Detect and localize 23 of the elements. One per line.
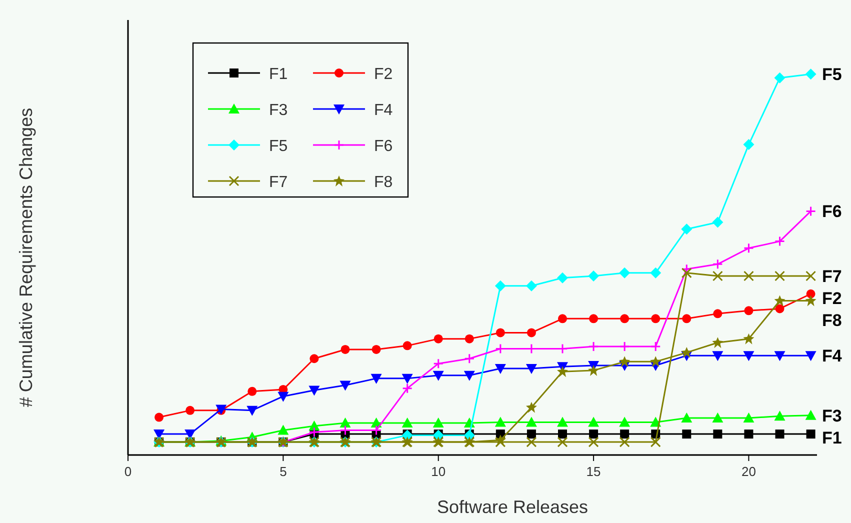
- legend-label: F8: [374, 174, 393, 191]
- text: F1: [822, 428, 842, 448]
- legend-label: F4: [374, 102, 393, 119]
- legend-label: F3: [269, 102, 288, 119]
- x-axis-title: Software Releases: [436, 497, 588, 517]
- legend-label: F1: [269, 66, 288, 83]
- x-tick-label: 5: [280, 464, 287, 479]
- text: F3: [822, 406, 842, 426]
- text: F7: [822, 266, 842, 286]
- text: F5: [822, 65, 842, 84]
- text: F6: [822, 202, 842, 222]
- x-tick-label: 15: [586, 464, 601, 479]
- x-tick-label: 0: [124, 464, 132, 479]
- text: F8: [822, 310, 842, 330]
- text: F4: [822, 346, 842, 366]
- x-tick-label: 10: [431, 464, 446, 479]
- legend-label: F6: [374, 138, 393, 155]
- legend-label: F7: [269, 174, 288, 191]
- y-axis-title: # Cumulative Requirements Changes: [16, 108, 36, 408]
- legend-label: F2: [374, 66, 393, 83]
- x-tick-label: 20: [741, 464, 756, 479]
- text: F2: [822, 288, 842, 308]
- legend-label: F5: [269, 138, 288, 155]
